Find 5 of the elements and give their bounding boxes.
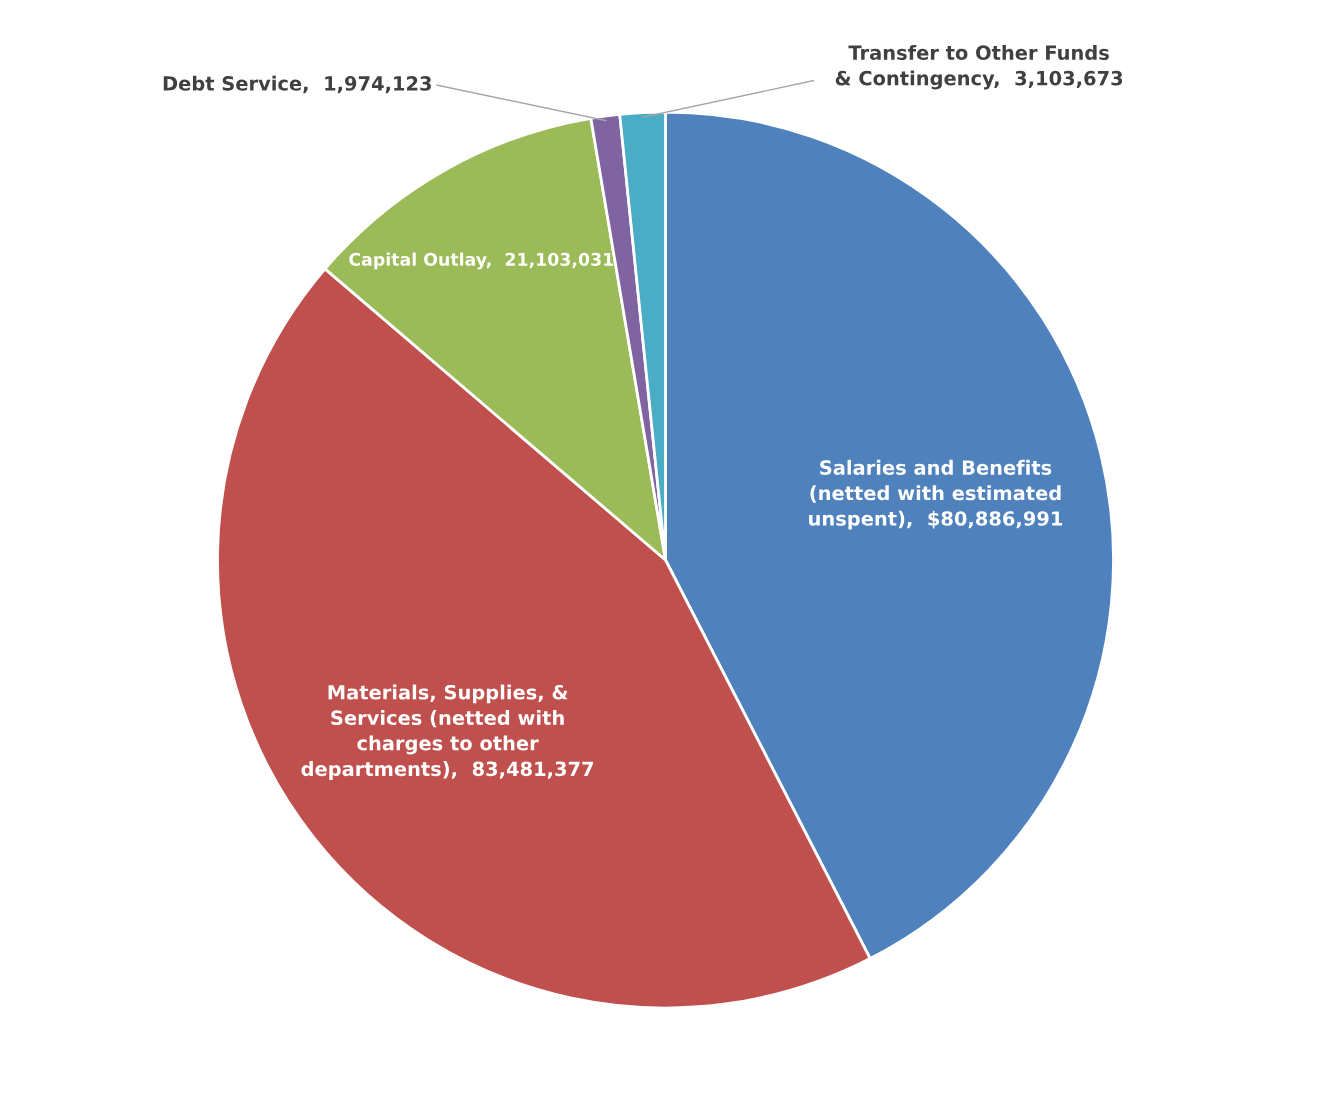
slice-label: Salaries and Benefits (netted with estimated unspent), $80,886,991 (809, 459, 1063, 530)
slice-label: Capital Outlay, 21,103,031 (349, 252, 614, 270)
slice-label: Transfer to Other Funds & Contingency, 3,103,673 (835, 44, 1123, 90)
slice-label: Debt Service, 1,974,123 (163, 75, 431, 94)
slice-label: Materials, Supplies, & Services (netted with charges to other departments), 83,481,377 (301, 684, 594, 780)
